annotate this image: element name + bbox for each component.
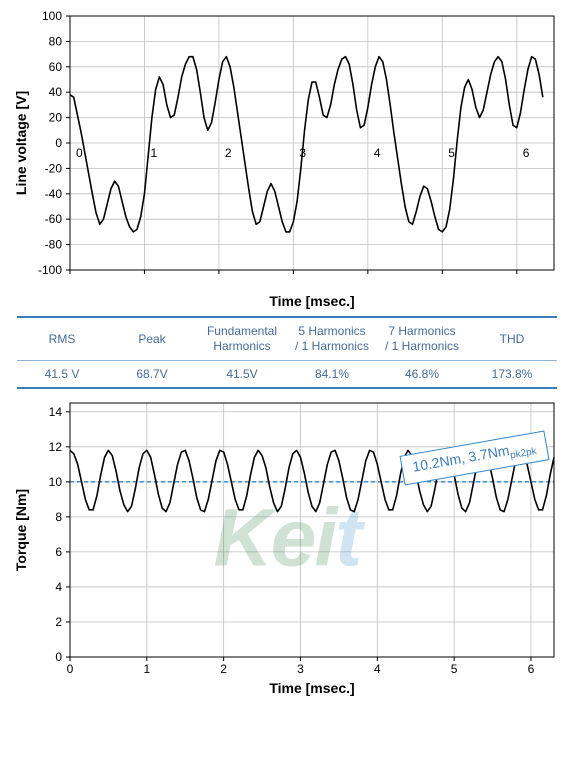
svg-text:6: 6 [523, 146, 530, 160]
svg-text:Time [msec.]: Time [msec.] [269, 680, 354, 696]
harmonics-table: RMSPeakFundamentalHarmonics5 Harmonics/ … [17, 318, 557, 360]
svg-text:4: 4 [374, 146, 381, 160]
table-header-row: RMSPeakFundamentalHarmonics5 Harmonics/ … [17, 318, 557, 360]
svg-text:-60: -60 [45, 212, 63, 226]
svg-text:12: 12 [49, 440, 63, 454]
svg-text:Time [msec.]: Time [msec.] [269, 293, 354, 309]
svg-text:3: 3 [299, 146, 306, 160]
svg-text:8: 8 [55, 510, 62, 524]
svg-text:6: 6 [528, 662, 535, 676]
table-data-cell: 41.5V [197, 361, 287, 387]
table-data-cell: 173.8% [467, 361, 557, 387]
svg-text:4: 4 [374, 662, 381, 676]
svg-text:3: 3 [297, 662, 304, 676]
svg-text:-40: -40 [45, 187, 63, 201]
table-data-cell: 41.5 V [17, 361, 107, 387]
svg-text:5: 5 [448, 146, 455, 160]
table-header-cell: 5 Harmonics/ 1 Harmonics [287, 318, 377, 360]
callout-sub: pk2pk [510, 446, 538, 461]
svg-text:-20: -20 [45, 161, 63, 175]
table-data-cell: 46.8% [377, 361, 467, 387]
table-header-cell: FundamentalHarmonics [197, 318, 287, 360]
svg-text:1: 1 [150, 146, 157, 160]
svg-text:-100: -100 [38, 263, 62, 277]
harmonics-table-body: 41.5 V68.7V41.5V84.1%46.8%173.8% [17, 361, 557, 387]
svg-text:Torque [Nm]: Torque [Nm] [13, 489, 29, 571]
svg-text:4: 4 [55, 580, 62, 594]
svg-text:0: 0 [55, 650, 62, 664]
svg-text:1: 1 [143, 662, 150, 676]
table-data-row: 41.5 V68.7V41.5V84.1%46.8%173.8% [17, 361, 557, 387]
svg-text:0: 0 [55, 136, 62, 150]
svg-text:10: 10 [49, 475, 63, 489]
svg-text:2: 2 [225, 146, 232, 160]
table-data-cell: 68.7V [107, 361, 197, 387]
harmonics-table-wrap: RMSPeakFundamentalHarmonics5 Harmonics/ … [8, 316, 566, 389]
svg-text:20: 20 [49, 111, 63, 125]
svg-text:0: 0 [67, 662, 74, 676]
svg-text:2: 2 [55, 615, 62, 629]
torque-chart: Keit 024681012140123456Time [msec.]Torqu… [8, 393, 566, 703]
table-header-cell: 7 Harmonics/ 1 Harmonics [377, 318, 467, 360]
svg-text:2: 2 [220, 662, 227, 676]
table-header-cell: THD [467, 318, 557, 360]
svg-text:100: 100 [42, 9, 62, 23]
table-bottom-border [17, 387, 557, 389]
svg-text:40: 40 [49, 85, 63, 99]
svg-text:80: 80 [49, 34, 63, 48]
svg-text:0: 0 [76, 146, 83, 160]
table-data-cell: 84.1% [287, 361, 377, 387]
line-voltage-chart: -100 -80 -60 -40 -20 0 20 40 60 80 100 0 1 2 3 4 5 6 Time … [8, 6, 566, 316]
svg-text:Line voltage [V]: Line voltage [V] [13, 91, 29, 195]
table-header-cell: Peak [107, 318, 197, 360]
table-header-cell: RMS [17, 318, 107, 360]
svg-text:14: 14 [49, 405, 63, 419]
svg-text:-80: -80 [45, 238, 63, 252]
svg-text:60: 60 [49, 60, 63, 74]
svg-text:5: 5 [451, 662, 458, 676]
svg-text:6: 6 [55, 545, 62, 559]
